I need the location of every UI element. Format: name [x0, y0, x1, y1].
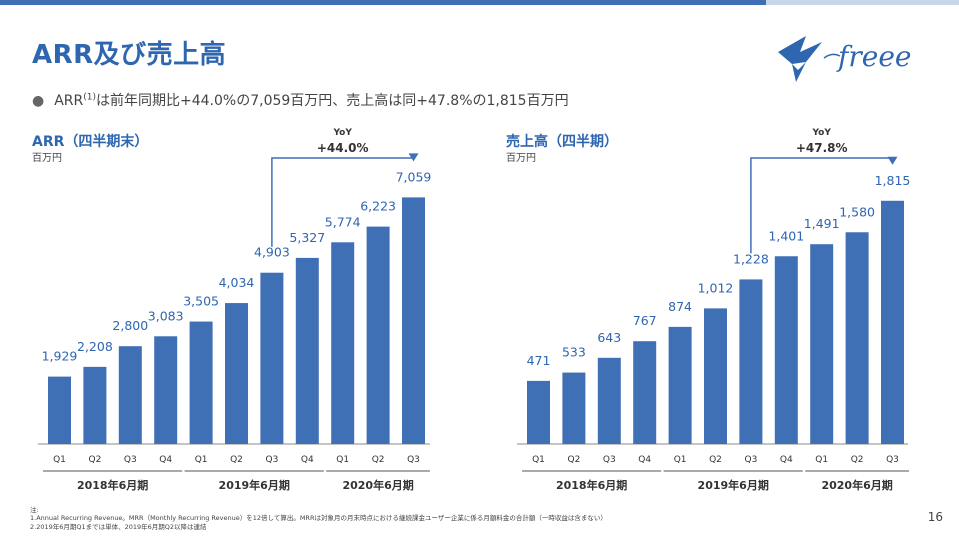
arr-data-label-2: 2,800 [112, 318, 148, 333]
sales-bar-1 [562, 372, 586, 444]
arr-bar-5 [225, 303, 248, 444]
sales-bar-9 [845, 232, 869, 444]
sales-bar-6 [739, 279, 763, 444]
sales-data-label-1: 533 [562, 345, 586, 360]
sales-yoy-label: YoY [811, 128, 831, 138]
sales-tick-label-6: Q3 [744, 455, 757, 465]
arr-group-label-0: 2018年6月期 [77, 478, 148, 492]
sales-tick-label-10: Q3 [886, 455, 899, 465]
arr-tick-label-0: Q1 [53, 455, 66, 465]
sales-yoy-arrowhead [887, 156, 898, 165]
arr-data-label-4: 3,505 [183, 294, 219, 309]
sales-data-label-10: 1,815 [875, 173, 911, 188]
bullet-text-post: は前年同期比+44.0%の7,059百万円、売上高は同+47.8%の1,815百… [96, 93, 569, 109]
arr-tick-label-3: Q4 [159, 455, 172, 465]
arr-bar-9 [366, 226, 390, 444]
arr-bar-1 [83, 366, 107, 444]
arr-data-label-10: 7,059 [396, 169, 432, 184]
bullet-sup: (1) [83, 92, 97, 103]
top-accent-bar [0, 0, 766, 5]
arr-tick-label-8: Q1 [336, 455, 349, 465]
arr-bar-4 [189, 321, 213, 444]
sales-data-label-8: 1,491 [804, 216, 840, 231]
freee-logo: freee [778, 36, 911, 82]
bullet-text-pre: ARR [54, 93, 84, 109]
footnote-label: 注: [30, 506, 39, 514]
page-number: 16 [927, 510, 943, 524]
sales-bar-8 [810, 244, 834, 444]
arr-tick-label-1: Q2 [88, 455, 101, 465]
arr-data-label-6: 4,903 [254, 245, 290, 260]
sales-data-label-0: 471 [527, 353, 551, 368]
sales-yoy-value: +47.8% [796, 141, 848, 155]
arr-bar-2 [118, 346, 142, 444]
arr-data-label-7: 5,327 [289, 230, 325, 245]
arr-bar-8 [331, 242, 355, 444]
arr-tick-label-6: Q3 [265, 455, 278, 465]
arr-yoy-arrowhead [408, 153, 419, 162]
arr-data-label-0: 1,929 [42, 349, 78, 364]
sales-bar-4 [668, 326, 692, 444]
arr-data-label-9: 6,223 [360, 199, 396, 214]
sales-bar-10 [881, 200, 904, 444]
sales-bar-2 [597, 357, 621, 444]
sales-data-label-7: 1,401 [768, 228, 804, 243]
footnote-1: 1.Annual Recurring Revenue。MRR（Monthly R… [30, 514, 607, 522]
arr-tick-label-7: Q4 [301, 455, 314, 465]
sales-tick-label-0: Q1 [532, 455, 545, 465]
logo-text: freee [836, 40, 911, 73]
arr-group-label-2: 2020年6月期 [342, 478, 413, 492]
arr-bar-7 [295, 257, 319, 444]
arr-tick-label-10: Q3 [407, 455, 420, 465]
arr-tick-label-9: Q2 [372, 455, 385, 465]
sales-tick-label-9: Q2 [851, 455, 864, 465]
summary-bullet: ● ARR(1)は前年同期比+44.0%の7,059百万円、売上高は同+47.8%… [32, 90, 569, 110]
sales-bar-7 [774, 256, 798, 444]
arr-tick-label-2: Q3 [124, 455, 137, 465]
sales-tick-label-4: Q1 [674, 455, 687, 465]
sales-tick-label-8: Q1 [815, 455, 828, 465]
arr-data-label-1: 2,208 [77, 339, 113, 354]
arr-bar-3 [154, 336, 178, 444]
arr-data-label-8: 5,774 [325, 214, 361, 229]
arr-group-label-1: 2019年6月期 [219, 478, 290, 492]
footnote-2: 2.2019年6月期Q1までは単体、2019年6月期Q2以降は連結 [30, 523, 207, 531]
sales-data-label-2: 643 [597, 330, 621, 345]
sales-data-label-3: 767 [633, 313, 657, 328]
sales-tick-label-5: Q2 [709, 455, 722, 465]
sales-tick-label-7: Q4 [780, 455, 793, 465]
arr-bar-10 [402, 197, 425, 444]
sales-tick-label-2: Q3 [603, 455, 616, 465]
page-title: ARR及び売上高 [32, 40, 227, 70]
arr-bar-6 [260, 272, 284, 444]
arr-bar-0 [48, 376, 71, 444]
sales-chart-title: 売上高（四半期） [506, 134, 618, 150]
arr-tick-label-4: Q1 [195, 455, 208, 465]
arr-tick-label-5: Q2 [230, 455, 243, 465]
arr-chart-title: ARR（四半期末） [32, 134, 149, 150]
sales-group-label-2: 2020年6月期 [821, 478, 892, 492]
sales-tick-label-3: Q4 [638, 455, 651, 465]
bullet-dot: ● [32, 93, 45, 109]
arr-chart-unit: 百万円 [32, 153, 62, 164]
arr-data-label-3: 3,083 [148, 308, 184, 323]
sales-data-label-5: 1,012 [698, 280, 734, 295]
sales-chart-unit: 百万円 [506, 153, 536, 164]
sales-data-label-9: 1,580 [839, 204, 875, 219]
top-accent-bar-light [766, 0, 959, 5]
sales-tick-label-1: Q2 [567, 455, 580, 465]
arr-yoy-label: YoY [332, 128, 352, 138]
sales-bar-0 [527, 380, 550, 444]
sales-group-label-1: 2019年6月期 [698, 478, 769, 492]
sales-group-label-0: 2018年6月期 [556, 478, 627, 492]
arr-yoy-value: +44.0% [317, 141, 369, 155]
sales-data-label-6: 1,228 [733, 251, 769, 266]
bird-icon [778, 36, 822, 82]
arr-data-label-5: 4,034 [219, 275, 255, 290]
sales-data-label-4: 874 [668, 299, 692, 314]
sales-bar-3 [633, 341, 657, 444]
sales-bar-5 [704, 308, 727, 444]
